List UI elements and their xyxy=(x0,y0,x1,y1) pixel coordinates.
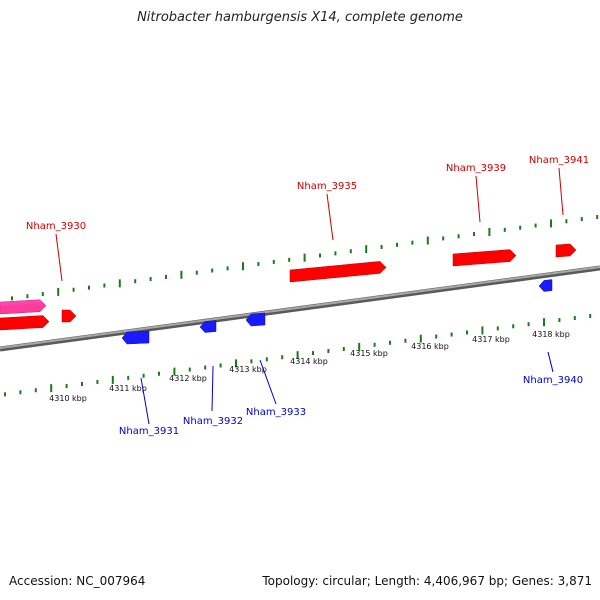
scale-label: 4317 kbp xyxy=(472,335,510,344)
scale-label: 4316 kbp xyxy=(411,342,449,351)
gene-leader-line xyxy=(211,365,214,412)
genome-summary-text: Topology: circular; Length: 4,406,967 bp… xyxy=(262,574,592,588)
gene-label-nham-3931[interactable]: Nham_3931 xyxy=(119,426,179,437)
genome-title: Nitrobacter hamburgensis X14, complete g… xyxy=(137,10,463,25)
reverse-genes xyxy=(121,279,553,345)
scale-label: 4312 kbp xyxy=(169,374,207,383)
gene-callouts: Nham_3930 Nham_3935 Nham_3939 Nham_3941 Nham… xyxy=(26,155,589,437)
scale-label: 4315 kbp xyxy=(350,349,388,358)
scale-label: 4318 kbp xyxy=(532,330,570,339)
forward-gene-shine xyxy=(0,315,46,322)
gene-leader-line xyxy=(558,167,564,216)
gene-leader-line xyxy=(326,193,334,241)
gene-label-nham-3930[interactable]: Nham_3930 xyxy=(26,221,86,232)
gene-label-nham-3940[interactable]: Nham_3940 xyxy=(523,375,583,386)
reverse-scale-ticks xyxy=(4,313,592,397)
reverse-gene-arrow[interactable] xyxy=(121,330,150,345)
gene-leader-line xyxy=(475,175,481,223)
scale-label: 4310 kbp xyxy=(49,394,87,403)
forward-gene-shine xyxy=(556,244,573,249)
forward-scale-ticks xyxy=(11,214,599,301)
accession-text: Accession: NC_007964 xyxy=(9,574,146,588)
gene-label-nham-3941[interactable]: Nham_3941 xyxy=(529,155,589,166)
scale-label: 4311 kbp xyxy=(109,384,147,393)
gene-leader-line xyxy=(55,233,63,282)
gene-label-nham-3932[interactable]: Nham_3932 xyxy=(183,416,243,427)
scale-label: 4314 kbp xyxy=(290,357,328,366)
reverse-gene-arrow[interactable] xyxy=(199,320,217,333)
forward-gene-shine xyxy=(453,249,513,258)
gene-label-nham-3933[interactable]: Nham_3933 xyxy=(246,407,306,418)
reverse-gene-arrow[interactable] xyxy=(538,279,553,292)
forward-gene-shine xyxy=(290,261,383,274)
gene-label-nham-3939[interactable]: Nham_3939 xyxy=(446,163,506,174)
gene-label-nham-3935[interactable]: Nham_3935 xyxy=(297,181,357,192)
scale-label: 4313 kbp xyxy=(229,365,267,374)
reverse-gene-arrow[interactable] xyxy=(245,312,266,327)
gene-leader-line xyxy=(259,359,277,405)
forward-gene-shine xyxy=(0,299,43,306)
gene-leader-line xyxy=(140,377,150,425)
gene-leader-line xyxy=(547,351,554,373)
genome-backbone xyxy=(0,265,600,352)
scale-labels: 4310 kbp 4311 kbp 4312 kbp 4313 kbp 4314 kbp… xyxy=(49,330,570,403)
forward-gene-shine xyxy=(62,310,73,314)
forward-genes xyxy=(0,243,577,331)
